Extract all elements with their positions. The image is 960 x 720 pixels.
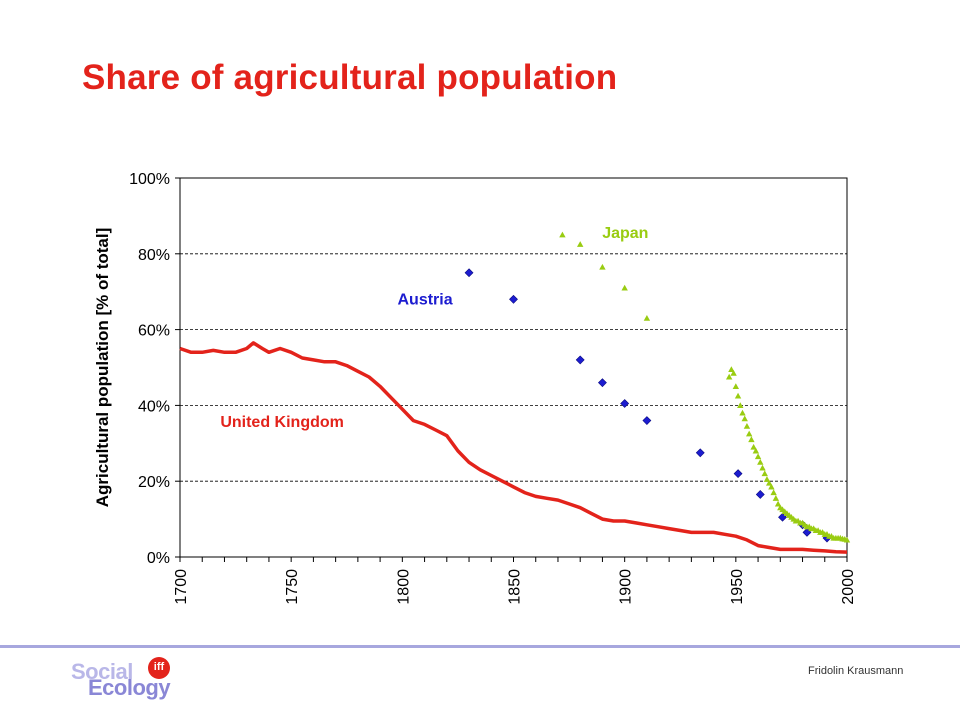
data-point [759, 464, 766, 471]
y-tick-label: 40% [138, 398, 170, 415]
data-point [757, 459, 764, 465]
data-point [743, 423, 751, 429]
data-point [774, 500, 782, 507]
data-point [752, 447, 760, 454]
x-tick-label: 2000 [840, 569, 857, 605]
y-tick-label: 60% [138, 323, 170, 340]
data-point [755, 490, 765, 499]
data-point [725, 373, 733, 380]
series-united-kingdom [179, 341, 848, 554]
data-point [772, 495, 780, 501]
y-axis-label: Agricultural population [% of total] [93, 228, 112, 508]
iff-badge-icon: iff [148, 657, 170, 679]
data-point [748, 436, 755, 443]
data-point [843, 536, 851, 543]
logo-word-social: Social [71, 659, 133, 684]
data-point [598, 378, 607, 388]
data-point [745, 430, 753, 437]
author-name: Fridolin Krausmann [808, 665, 904, 677]
data-point [620, 399, 630, 408]
y-tick-label: 20% [138, 474, 170, 491]
data-point [559, 231, 566, 238]
data-point [737, 402, 744, 408]
plot-area [179, 177, 848, 558]
data-point [575, 355, 585, 365]
data-point [768, 483, 775, 490]
data-point [765, 479, 773, 486]
data-point [754, 453, 762, 460]
footer-divider [0, 645, 960, 648]
x-tick-label: 1700 [173, 569, 190, 605]
x-tick-label: 1850 [507, 569, 524, 605]
logo-word-ecology: Ecology [88, 675, 171, 700]
x-tick-label: 1800 [395, 569, 412, 605]
x-tick-label: 1900 [618, 569, 635, 605]
social-ecology-logo: Social Ecology iff [68, 655, 178, 705]
data-point [643, 315, 651, 321]
series-japan [559, 231, 851, 543]
data-point [509, 294, 518, 304]
data-point [770, 489, 777, 496]
data-point [621, 284, 628, 291]
data-point [763, 476, 771, 482]
series-annotation: Austria [398, 291, 453, 308]
agricultural-population-chart: 0% 20% 40% 60% 80% 100% 1700 1750 1800 1850 1900 19… [93, 171, 857, 605]
data-point [464, 268, 474, 278]
data-point [695, 448, 705, 458]
series-annotation: Japan [602, 225, 648, 242]
series-annotation: United Kingdom [220, 414, 344, 431]
data-point [733, 469, 743, 479]
y-tick-label: 0% [147, 550, 170, 567]
y-tick-label: 100% [129, 171, 170, 188]
data-point [739, 409, 746, 416]
data-point [734, 392, 742, 399]
data-point [750, 443, 757, 450]
x-tick-label: 1950 [729, 569, 746, 605]
data-point [761, 470, 768, 477]
data-point [730, 369, 737, 376]
data-point [599, 263, 606, 270]
series-line-united-kingdom [179, 341, 848, 554]
page-title: Share of agricultural population [82, 58, 618, 97]
data-point [741, 415, 748, 422]
y-tick-label: 80% [138, 247, 170, 264]
x-tick-label: 1750 [284, 569, 301, 605]
data-point [642, 416, 652, 425]
data-point [577, 241, 584, 247]
data-point [732, 383, 740, 390]
data-point [728, 366, 735, 372]
